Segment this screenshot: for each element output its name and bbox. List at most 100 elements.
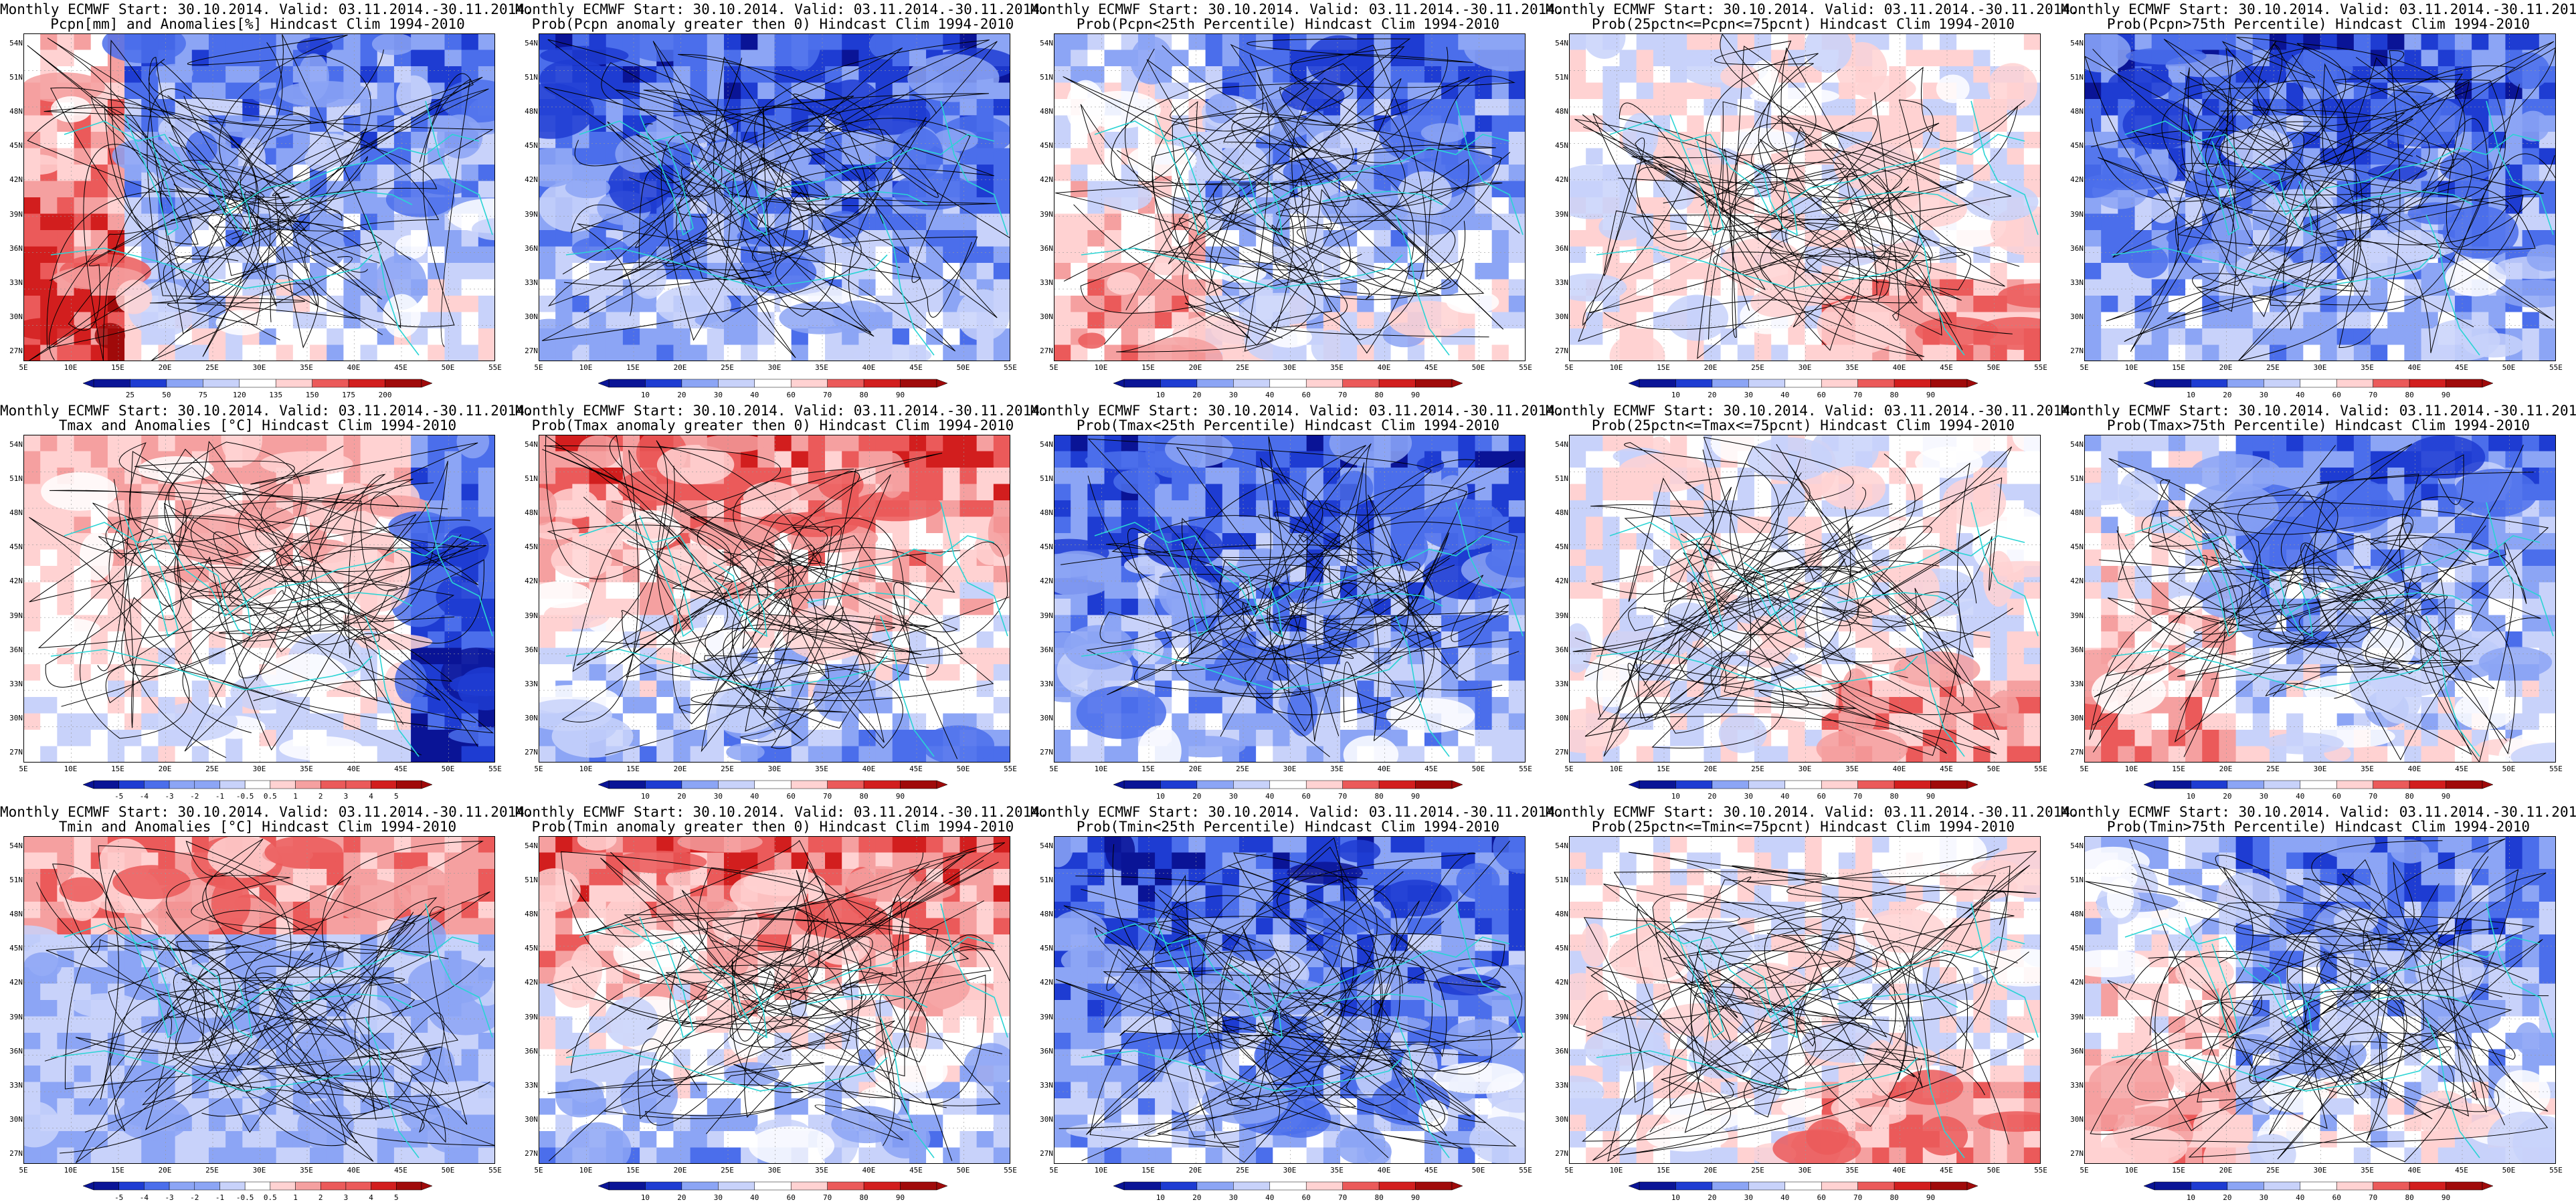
field-cell (57, 49, 76, 68)
field-cell (959, 680, 978, 698)
colorbar-segment (169, 780, 195, 789)
field-cell (1121, 500, 1139, 518)
lon-tick-label: 25E (205, 765, 219, 773)
field-cell (774, 82, 793, 100)
field-cell (640, 328, 658, 346)
field-cell (1323, 230, 1342, 248)
colorbar-segment (681, 379, 719, 388)
field-cell (2353, 49, 2373, 68)
field-cell (858, 582, 877, 600)
lat-tick-label: 27N (9, 748, 23, 757)
field-blob (1665, 294, 1729, 341)
field-cell (892, 312, 911, 330)
field-cell (360, 435, 379, 453)
lat-tick-label: 42N (1040, 577, 1053, 586)
coastline (2425, 214, 2480, 356)
field-blob (1217, 264, 1267, 283)
field-cell (24, 435, 42, 453)
colorbar-tick-label: 80 (859, 792, 868, 801)
field-cell (428, 435, 446, 453)
field-blob (743, 482, 800, 513)
field-cell (1238, 213, 1258, 231)
field-cell (2286, 34, 2305, 52)
field-cell (2168, 296, 2187, 314)
panel-subtitle: Prob(Pcpn<25th Percentile) Hindcast Clim… (1076, 16, 1500, 32)
field-cell (1155, 312, 1174, 330)
field-cell (225, 34, 244, 52)
field-cell (1256, 34, 1275, 52)
field-cell (976, 500, 995, 518)
field-cell (2252, 34, 2271, 52)
field-cell (539, 263, 557, 281)
field-cell (158, 435, 177, 453)
field-cell (40, 435, 59, 453)
contour-line (626, 440, 963, 759)
field-cell (1973, 165, 1992, 183)
field-cell (2219, 328, 2237, 346)
field-cell (622, 746, 642, 762)
field-cell (444, 246, 463, 264)
coastline (639, 515, 694, 637)
field-cell (1087, 132, 1106, 150)
field-cell (2539, 344, 2555, 361)
field-cell (959, 484, 978, 502)
field-cell (478, 279, 494, 297)
field-cell (926, 516, 945, 534)
field-cell (1491, 82, 1510, 100)
field-cell (892, 328, 911, 346)
field-cell (1188, 484, 1207, 502)
lat-tick-label: 48N (525, 508, 538, 518)
field-cell (2353, 34, 2373, 52)
field-cell (1805, 344, 1823, 361)
field-cell (24, 631, 42, 649)
colorbar-segment (144, 780, 170, 789)
field-cell (478, 165, 494, 183)
field-cell (57, 533, 76, 551)
lon-tick-label: 15E (1141, 363, 1155, 372)
field-cell (24, 730, 42, 748)
field-cell (276, 344, 294, 361)
field-cell (158, 746, 177, 762)
field-cell (993, 713, 1010, 731)
field-cell (327, 66, 345, 84)
field-cell (411, 713, 430, 731)
field-cell (2101, 312, 2120, 330)
field-cell (1104, 500, 1123, 518)
field-cell (276, 713, 294, 731)
lon-tick-label: 30E (2313, 363, 2327, 372)
colorbar-segment (863, 379, 901, 388)
lon-tick-label: 55E (2034, 363, 2047, 372)
field-cell (2336, 344, 2355, 361)
field-cell (2185, 263, 2204, 281)
contour-line (1697, 40, 2025, 359)
field-cell (24, 746, 42, 762)
field-cell (1922, 66, 1941, 84)
field-blob (116, 280, 153, 314)
contour-line (545, 435, 940, 732)
field-cell (428, 49, 446, 68)
contour-line (2181, 47, 2516, 318)
field-cell (1602, 99, 1621, 117)
colorbar-segment (1748, 379, 1786, 388)
field-cell (791, 435, 810, 453)
field-blob (1306, 35, 1372, 87)
colorbar-tick-label: 10 (2186, 391, 2196, 399)
field-cell (825, 246, 844, 264)
contour-line (547, 39, 990, 341)
field-cell (1441, 66, 1460, 84)
colorbar-tick-label: 30 (713, 391, 723, 399)
panel-title: Monthly ECMWF Start: 30.10.2014. Valid: … (1030, 1, 1564, 17)
field-cell (24, 230, 42, 248)
field-cell (909, 451, 928, 469)
contour-line (1588, 68, 1990, 340)
coastline (565, 649, 888, 690)
field-cell (1508, 246, 1525, 264)
field-cell (2387, 34, 2406, 52)
field-cell (1424, 435, 1443, 453)
field-cell (310, 435, 329, 453)
field-cell (191, 328, 210, 346)
field-cell (2286, 328, 2305, 346)
contour-line (1080, 44, 1451, 340)
panel-subtitle: Prob(Pcpn>75th Percentile) Hindcast Clim… (2106, 16, 2531, 32)
colorbar-tick-label: 80 (1374, 391, 1384, 399)
